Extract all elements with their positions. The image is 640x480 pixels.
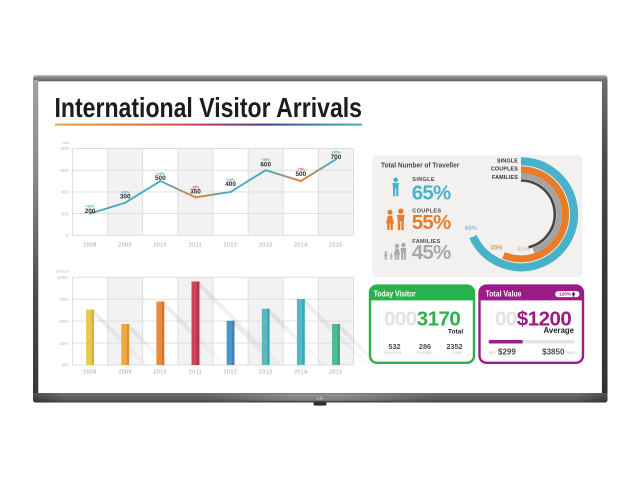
svg-text:120%: 120% bbox=[559, 292, 571, 297]
svg-text:55%: 55% bbox=[412, 211, 451, 234]
svg-text:Total: Total bbox=[448, 328, 463, 335]
svg-text:Min: Min bbox=[489, 350, 497, 355]
svg-text:2012: 2012 bbox=[224, 242, 238, 248]
svg-text:0%: 0% bbox=[62, 363, 69, 368]
svg-text:700: 700 bbox=[331, 154, 342, 161]
svg-text:200: 200 bbox=[85, 208, 96, 215]
svg-text:2010: 2010 bbox=[154, 242, 168, 248]
svg-text:2014: 2014 bbox=[294, 370, 308, 376]
svg-text:+35%: +35% bbox=[332, 151, 341, 155]
svg-text:500: 500 bbox=[295, 171, 306, 178]
svg-text:2015: 2015 bbox=[329, 370, 343, 376]
svg-text:350: 350 bbox=[190, 189, 201, 196]
svg-text:America: America bbox=[384, 350, 402, 355]
svg-text:800: 800 bbox=[61, 146, 69, 151]
svg-text:COUPLES: COUPLES bbox=[491, 167, 518, 173]
svg-text:2014: 2014 bbox=[294, 242, 308, 248]
svg-text:286: 286 bbox=[419, 342, 431, 351]
svg-text:300: 300 bbox=[120, 194, 131, 201]
svg-text:International Visitor Arrivals: International Visitor Arrivals bbox=[55, 92, 363, 123]
svg-text:50%: 50% bbox=[59, 319, 68, 324]
svg-text:+35%: +35% bbox=[261, 158, 270, 162]
svg-text:65%: 65% bbox=[412, 182, 451, 205]
svg-text:2015: 2015 bbox=[329, 242, 343, 248]
svg-text:+25%: +25% bbox=[156, 172, 165, 176]
svg-text:+15%: +15% bbox=[226, 178, 235, 182]
svg-text:unit: unit bbox=[62, 141, 69, 145]
svg-text:200: 200 bbox=[61, 211, 69, 216]
svg-text:400: 400 bbox=[61, 190, 69, 195]
svg-text:$299: $299 bbox=[498, 347, 516, 356]
svg-text:75%: 75% bbox=[59, 297, 68, 302]
svg-text:00$1200: 00$1200 bbox=[495, 308, 571, 331]
svg-text:2008: 2008 bbox=[83, 242, 97, 248]
svg-text:Total Number of Traveller: Total Number of Traveller bbox=[381, 160, 459, 169]
svg-text:Total Value: Total Value bbox=[486, 289, 522, 298]
svg-text:600: 600 bbox=[260, 161, 271, 168]
svg-text:0003170: 0003170 bbox=[384, 308, 460, 331]
svg-text:2011: 2011 bbox=[189, 370, 202, 376]
svg-text:2010: 2010 bbox=[154, 370, 168, 376]
svg-text:600: 600 bbox=[61, 168, 69, 173]
svg-text:65%: 65% bbox=[465, 226, 478, 232]
svg-text:FAMILIES: FAMILIES bbox=[412, 239, 440, 245]
svg-text:amount: amount bbox=[56, 270, 70, 274]
svg-text:Max: Max bbox=[566, 350, 576, 355]
svg-text:25%: 25% bbox=[59, 341, 68, 346]
svg-text:-25%: -25% bbox=[191, 185, 199, 189]
svg-text:532: 532 bbox=[388, 342, 400, 351]
svg-text:2009: 2009 bbox=[118, 242, 132, 248]
svg-text:2012: 2012 bbox=[224, 370, 238, 376]
svg-text:55%: 55% bbox=[490, 245, 503, 251]
svg-text:2008: 2008 bbox=[83, 370, 97, 376]
svg-text:FAMILIES: FAMILIES bbox=[492, 175, 518, 181]
svg-text:2013: 2013 bbox=[259, 242, 273, 248]
svg-text:400: 400 bbox=[225, 181, 236, 188]
svg-text:$3850: $3850 bbox=[542, 347, 565, 356]
svg-text:-25%: -25% bbox=[297, 168, 305, 172]
svg-text:+20%: +20% bbox=[121, 190, 130, 194]
svg-text:COUPLES: COUPLES bbox=[412, 209, 441, 215]
svg-text:100%: 100% bbox=[57, 275, 69, 280]
svg-text:2011: 2011 bbox=[189, 242, 202, 248]
svg-text:2009: 2009 bbox=[118, 370, 132, 376]
svg-text:45%: 45% bbox=[517, 247, 530, 253]
svg-text:Europe: Europe bbox=[417, 350, 433, 355]
svg-text:2352: 2352 bbox=[446, 342, 462, 351]
svg-text:SINGLE: SINGLE bbox=[497, 158, 518, 164]
svg-text:SINGLE: SINGLE bbox=[412, 177, 435, 183]
svg-text:LG: LG bbox=[317, 396, 323, 401]
svg-text:2013: 2013 bbox=[259, 370, 273, 376]
svg-text:Average: Average bbox=[544, 326, 575, 335]
svg-text:Asia: Asia bbox=[452, 350, 462, 355]
svg-text:45%: 45% bbox=[412, 241, 451, 264]
svg-text:+10%: +10% bbox=[86, 205, 95, 209]
svg-text:500: 500 bbox=[155, 175, 166, 182]
svg-text:0: 0 bbox=[66, 233, 69, 238]
svg-text:Today Visitor: Today Visitor bbox=[374, 289, 417, 298]
